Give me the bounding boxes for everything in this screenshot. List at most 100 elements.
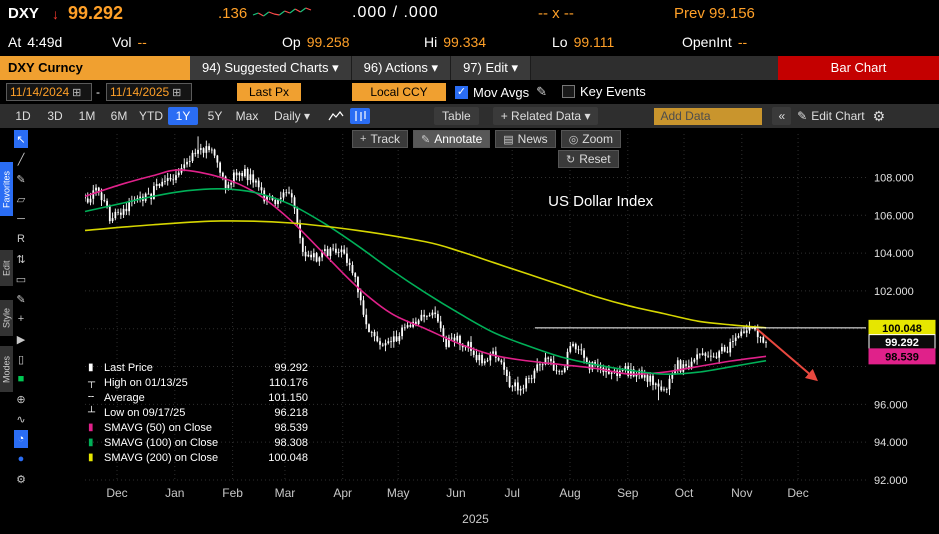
prev-label: Prev bbox=[674, 5, 705, 22]
pointer-tool-icon[interactable]: ↖ bbox=[14, 130, 28, 148]
annotate-button[interactable]: ✎ Annotate bbox=[413, 130, 491, 148]
line-chart-icon[interactable] bbox=[326, 108, 346, 124]
security-field[interactable]: DXY Curncy bbox=[0, 56, 190, 80]
chart-type-button[interactable]: Bar Chart bbox=[778, 56, 939, 80]
pie-tool-icon[interactable]: ◔ bbox=[14, 430, 28, 448]
svg-text:98.539: 98.539 bbox=[885, 351, 919, 363]
currency-select[interactable]: Local CCY bbox=[352, 83, 446, 101]
table-button[interactable]: Table bbox=[434, 107, 479, 125]
edit-chart-button[interactable]: ✎ Edit Chart bbox=[797, 109, 864, 123]
zoom-button[interactable]: ◎ Zoom bbox=[560, 130, 621, 148]
chart-overlay-buttons: + Track ✎ Annotate ▤ News ◎ Zoom bbox=[352, 130, 621, 148]
period-tab-1y[interactable]: 1Y bbox=[168, 107, 198, 125]
svg-text:Nov: Nov bbox=[731, 486, 752, 500]
edit-chart-label: Edit Chart bbox=[811, 109, 865, 123]
dot-marker-tool-icon[interactable]: ● bbox=[17, 453, 25, 465]
reset-button[interactable]: ↻ Reset bbox=[558, 150, 619, 168]
ticker-symbol: DXY bbox=[8, 5, 39, 22]
svg-text:104.000: 104.000 bbox=[874, 248, 914, 260]
crosshair-icon: + bbox=[360, 133, 367, 145]
chart-title: US Dollar Index bbox=[548, 193, 654, 210]
arrows-tool-icon[interactable]: ⇅ bbox=[16, 253, 26, 266]
rectangle-tool-icon[interactable]: ▭ bbox=[15, 273, 27, 286]
play-tool-icon[interactable]: ▶ bbox=[16, 333, 26, 346]
annotation-pencil-tool-icon[interactable]: ✎ bbox=[16, 293, 26, 306]
price-change: .136 bbox=[218, 5, 248, 22]
period-tab-5y[interactable]: 5Y bbox=[207, 109, 223, 123]
svg-text:92.000: 92.000 bbox=[874, 475, 908, 487]
side-tab-style[interactable]: Style bbox=[0, 300, 13, 336]
legend-row: ┴ Low on 09/17/25 96.218 bbox=[88, 406, 308, 419]
period-tab-6m[interactable]: 6M bbox=[110, 109, 128, 123]
svg-text:99.292: 99.292 bbox=[885, 337, 919, 349]
quote-field-vol: Vol -- bbox=[112, 34, 147, 50]
prev-close: Prev 99.156 bbox=[674, 5, 755, 22]
legend-marker-icon: ▮ bbox=[88, 452, 94, 463]
period-tabs: 1D 3D 1M 6M YTD 1Y 5Y Max bbox=[6, 107, 262, 125]
period-tab-max[interactable]: Max bbox=[235, 109, 259, 123]
target-tool-icon[interactable]: ⊕ bbox=[16, 393, 26, 406]
period-tab-1m[interactable]: 1M bbox=[78, 109, 96, 123]
wave-tool-icon[interactable]: ∿ bbox=[16, 413, 26, 426]
side-tab-edit[interactable]: Edit bbox=[0, 250, 13, 286]
mov-avgs-checkbox[interactable]: ✓ bbox=[455, 85, 468, 99]
quote-field-at: At 4:49d bbox=[8, 34, 63, 50]
legend-row: ┬ High on 01/13/25 110.176 bbox=[88, 376, 308, 389]
collapse-button[interactable]: « bbox=[772, 107, 792, 125]
legend-row: ▮ SMAVG (50) on Close 98.539 bbox=[88, 421, 308, 434]
menu-item-1[interactable]: 94) Suggested Charts ▾ bbox=[190, 56, 352, 80]
key-events-checkbox[interactable] bbox=[562, 85, 575, 98]
svg-text:106.000: 106.000 bbox=[874, 210, 914, 222]
annotation-arrow bbox=[756, 327, 818, 382]
side-tab-favorites[interactable]: Favorites bbox=[0, 162, 13, 216]
chart-settings-gear-icon[interactable]: ⚙ bbox=[16, 473, 26, 486]
horizontal-line-tool-icon[interactable]: ─ bbox=[17, 213, 25, 225]
menu-item-2[interactable]: 96) Actions ▾ bbox=[351, 56, 452, 80]
regression-tool-icon[interactable]: R bbox=[17, 233, 25, 245]
add-data-input[interactable]: Add Data bbox=[654, 107, 763, 125]
x-axis-year: 2025 bbox=[462, 512, 489, 526]
svg-text:102.000: 102.000 bbox=[874, 286, 914, 298]
crosshair-tool-icon[interactable]: + bbox=[17, 313, 25, 325]
legend-row: ▮ Last Price 99.292 bbox=[88, 361, 308, 374]
price-field-select[interactable]: Last Px bbox=[237, 83, 301, 101]
date-to-input[interactable]: 11/14/2025 ⊞ bbox=[106, 83, 192, 101]
period-tab-3d[interactable]: 3D bbox=[47, 109, 63, 123]
related-data-button[interactable]: + Related Data ▾ bbox=[492, 107, 599, 125]
period-tab-1d[interactable]: 1D bbox=[15, 109, 31, 123]
legend-marker-icon: ┬ bbox=[88, 377, 96, 388]
date-from-input[interactable]: 11/14/2024 ⊞ bbox=[6, 83, 92, 101]
chart-plot[interactable]: Dec Jan Feb Mar Apr May Jun Jul Aug Sep Oct Nov Dec U… bbox=[28, 128, 939, 510]
trendline-tool-icon[interactable]: ╱ bbox=[17, 153, 25, 166]
chart-legend: ▮ Last Price 99.292 ┬ High on 01/13/25 110.17… bbox=[88, 360, 308, 465]
frequency-select[interactable]: Daily ▾ bbox=[274, 109, 311, 123]
gear-icon[interactable]: ⚙ bbox=[872, 107, 886, 124]
side-tab-modes[interactable]: Modes bbox=[0, 346, 13, 392]
chart-area: Favorites Edit Style Modes ↖ ╱ ✎ ▱ ─ R ⇅ ▭ ✎ + ▶ ▯ ■ ⊕ ∿ ◔ ●… bbox=[0, 128, 939, 510]
pencil-tool-icon[interactable]: ✎ bbox=[16, 173, 26, 186]
menu-item-3[interactable]: 97) Edit ▾ bbox=[451, 56, 532, 80]
period-tab-ytd[interactable]: YTD bbox=[139, 109, 163, 123]
reset-icon: ↻ bbox=[566, 153, 576, 166]
field-bar: 11/14/2024 ⊞ - 11/14/2025 ⊞ Last Px Local … bbox=[0, 80, 939, 104]
bar-chart-icon[interactable] bbox=[350, 108, 371, 124]
note-tool-icon[interactable]: ▯ bbox=[17, 353, 25, 366]
buy-sell-marker-tool-icon[interactable]: ■ bbox=[17, 373, 25, 385]
last-price: 99.292 bbox=[68, 3, 124, 23]
svg-text:94.000: 94.000 bbox=[874, 437, 908, 449]
svg-text:108.000: 108.000 bbox=[874, 172, 914, 184]
pencil-icon: ✎ bbox=[421, 133, 431, 146]
date-from-value: 11/14/2024 bbox=[10, 85, 70, 99]
price-marker-box bbox=[868, 348, 936, 365]
calendar-icon[interactable]: ⊞ bbox=[72, 87, 82, 99]
news-button[interactable]: ▤ News bbox=[495, 130, 556, 148]
svg-text:Aug: Aug bbox=[559, 486, 580, 500]
mov-avgs-label: Mov Avgs bbox=[473, 84, 530, 100]
eraser-tool-icon[interactable]: ▱ bbox=[16, 193, 26, 206]
track-button[interactable]: + Track bbox=[352, 130, 408, 148]
legend-marker-icon: ▮ bbox=[88, 362, 94, 373]
edit-mov-avgs-icon[interactable]: ✎ bbox=[536, 84, 548, 99]
svg-text:Sep: Sep bbox=[617, 486, 639, 500]
calendar-icon[interactable]: ⊞ bbox=[172, 87, 182, 99]
news-icon: ▤ bbox=[503, 133, 514, 146]
